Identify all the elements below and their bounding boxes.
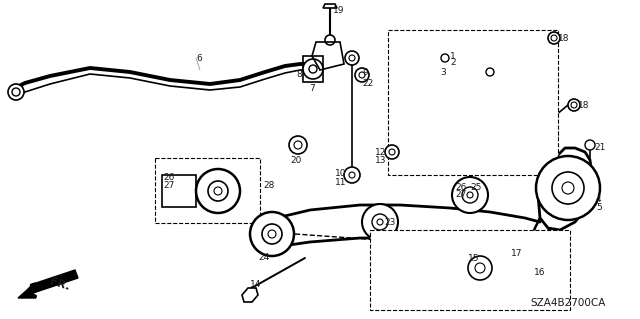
Circle shape [486,68,494,76]
Text: 1: 1 [450,52,456,61]
Circle shape [309,65,317,73]
Circle shape [585,140,595,150]
Circle shape [389,149,395,155]
Text: 19: 19 [333,6,344,15]
Polygon shape [323,4,337,8]
Polygon shape [242,288,258,302]
Text: 16: 16 [534,268,545,277]
Text: 27: 27 [455,190,467,199]
Circle shape [349,55,355,61]
Text: 18: 18 [558,34,570,43]
Circle shape [562,182,574,194]
Text: 27: 27 [163,181,174,190]
Circle shape [462,187,478,203]
Text: 10: 10 [335,169,346,178]
Circle shape [385,145,399,159]
Circle shape [362,204,398,240]
Circle shape [355,68,369,82]
Circle shape [250,212,294,256]
Text: 23: 23 [384,218,396,227]
Circle shape [208,181,228,201]
Text: 17: 17 [511,249,522,258]
Circle shape [262,224,282,244]
Polygon shape [18,270,78,298]
Circle shape [551,35,557,41]
Circle shape [303,59,323,79]
Circle shape [289,136,307,154]
Text: 18: 18 [578,101,589,110]
Circle shape [377,219,383,225]
Circle shape [268,230,276,238]
Circle shape [542,265,552,275]
Text: 26: 26 [163,173,174,182]
Circle shape [214,187,222,195]
Circle shape [552,172,584,204]
Circle shape [452,177,488,213]
Bar [370,230,570,310]
Circle shape [568,99,580,111]
Text: 9: 9 [362,68,368,77]
Text: 28: 28 [263,181,275,190]
Text: 5: 5 [596,203,602,212]
Circle shape [475,263,485,273]
Text: 6: 6 [196,54,202,63]
Text: 21: 21 [594,143,605,152]
Circle shape [325,35,335,45]
Text: 3: 3 [440,68,445,77]
Text: 8: 8 [296,70,301,79]
Text: 4: 4 [596,195,602,204]
Circle shape [294,141,302,149]
Text: SZA4B2700CA: SZA4B2700CA [530,298,605,308]
Circle shape [467,192,473,198]
Text: 11: 11 [335,178,346,187]
Circle shape [441,54,449,62]
Circle shape [536,156,600,220]
Circle shape [8,84,24,100]
Circle shape [372,214,388,230]
Circle shape [571,102,577,108]
Circle shape [345,51,359,65]
Text: 7: 7 [309,84,315,93]
Text: 15: 15 [468,254,479,263]
Text: 13: 13 [375,156,387,165]
Circle shape [468,256,492,280]
Circle shape [517,249,525,257]
Text: 12: 12 [375,148,387,157]
Circle shape [196,169,240,213]
Circle shape [344,167,360,183]
Circle shape [548,32,560,44]
Bar [388,30,558,175]
Text: 24: 24 [258,253,269,262]
Text: 22: 22 [362,79,373,88]
Text: 25: 25 [470,183,481,192]
Text: FR.: FR. [48,276,70,292]
Text: 26: 26 [455,183,467,192]
Circle shape [349,172,355,178]
Text: 2: 2 [450,58,456,67]
Text: 20: 20 [290,156,301,165]
Circle shape [12,88,20,96]
Bar [155,158,260,223]
Text: 14: 14 [250,280,261,289]
Circle shape [359,72,365,78]
